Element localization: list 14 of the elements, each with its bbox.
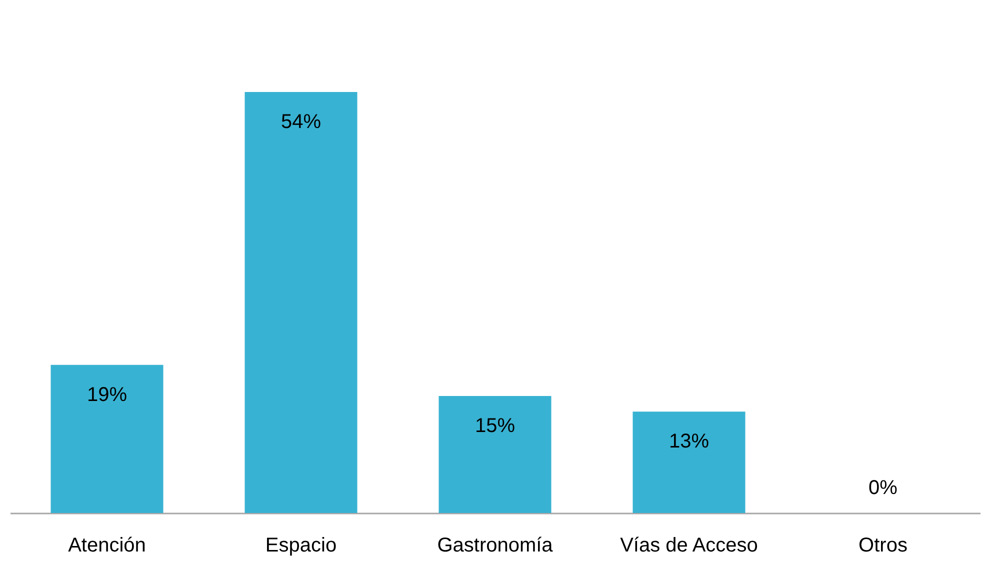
x-tick-label: Espacio bbox=[265, 534, 337, 556]
data-label: 0% bbox=[868, 477, 898, 499]
bar bbox=[438, 396, 552, 513]
data-label: 19% bbox=[86, 384, 128, 406]
bar bbox=[50, 364, 164, 513]
bar bbox=[632, 412, 746, 513]
data-label: 13% bbox=[668, 430, 710, 453]
bar bbox=[244, 92, 358, 513]
data-label: 54% bbox=[280, 111, 322, 133]
x-tick-label: Vías de Acceso bbox=[620, 534, 758, 556]
data-label: 15% bbox=[474, 415, 516, 438]
x-tick-label: Atención bbox=[68, 534, 146, 556]
x-tick-label: Otros bbox=[858, 534, 908, 556]
x-tick-label: Gastronomía bbox=[437, 534, 554, 556]
